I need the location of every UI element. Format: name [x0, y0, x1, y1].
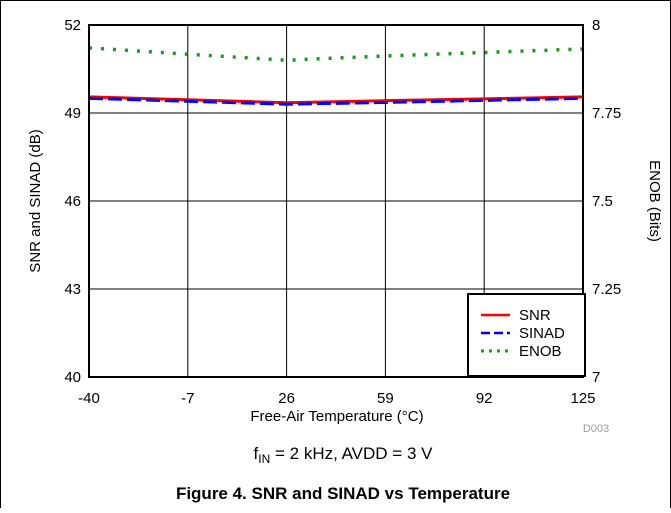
figure-caption: Figure 4. SNR and SINAD vs Temperature [176, 484, 510, 503]
x-tick-label: -7 [181, 390, 194, 407]
figure-code: D003 [583, 423, 609, 435]
y2-tick-label: 8 [592, 17, 600, 34]
y-axis-title: SNR and SINAD (dB) [27, 129, 44, 272]
y2-tick-label: 7.5 [592, 193, 613, 210]
condition-subscript: IN [258, 452, 270, 466]
x-tick-label: -40 [78, 390, 100, 407]
y2-tick-label: 7.25 [592, 281, 621, 298]
y-tick-label: 46 [64, 193, 81, 210]
condition-rest: = 2 kHz, AVDD = 3 V [270, 444, 433, 463]
y2-axis-title: ENOB (Bits) [646, 160, 663, 242]
legend-label-sinad: SINAD [519, 325, 565, 342]
y2-tick-label: 7 [592, 369, 600, 386]
x-tick-label: 59 [377, 390, 394, 407]
x-axis-title: Free-Air Temperature (°C) [250, 408, 423, 425]
y-tick-label: 43 [64, 281, 81, 298]
x-tick-label: 26 [278, 390, 295, 407]
y-tick-label: 49 [64, 105, 81, 122]
y-tick-label: 52 [64, 17, 81, 34]
legend-label-enob: ENOB [519, 343, 562, 360]
x-tick-label: 92 [476, 390, 493, 407]
y-tick-label: 40 [64, 369, 81, 386]
x-tick-label: 125 [570, 390, 595, 407]
y2-tick-label: 7.75 [592, 105, 621, 122]
test-condition: fIN = 2 kHz, AVDD = 3 V [254, 444, 434, 466]
series-line-enob [89, 48, 583, 60]
legend-label-snr: SNR [519, 307, 551, 324]
series-layer [89, 48, 583, 104]
legend: SNR SINAD ENOB [468, 294, 585, 376]
